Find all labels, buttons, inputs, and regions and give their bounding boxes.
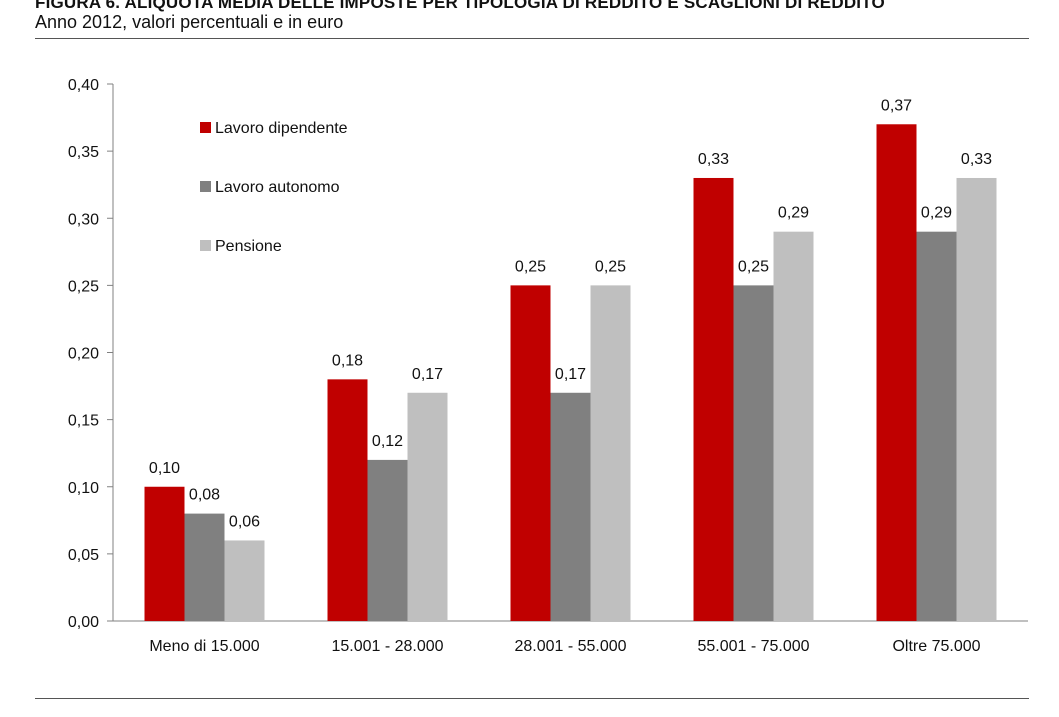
y-tick-label: 0,35 [68, 144, 99, 161]
data-label: 0,29 [778, 205, 809, 222]
y-tick-label: 0,40 [68, 77, 99, 94]
bar [590, 285, 631, 621]
data-labels: 0,10 0,08 0,06 0,18 0,12 0,17 0,25 0,17 0,25 0,33… [149, 97, 992, 530]
bar [510, 285, 551, 621]
data-label: 0,12 [372, 433, 403, 450]
data-label: 0,10 [149, 460, 180, 477]
chart-title: FIGURA 6. ALIQUOTA MEDIA DELLE IMPOSTE P… [35, 0, 885, 12]
legend-label: Pensione [215, 238, 282, 255]
y-tick-label: 0,10 [68, 480, 99, 497]
bar [693, 177, 734, 621]
x-tick-label: 55.001 - 75.000 [697, 638, 809, 655]
x-tick-label: Meno di 15.000 [149, 638, 259, 655]
y-tick-label: 0,00 [68, 614, 99, 631]
data-label: 0,17 [412, 366, 443, 383]
data-label: 0,06 [229, 513, 260, 530]
y-tick-label: 0,15 [68, 413, 99, 430]
top-divider [35, 38, 1029, 39]
y-tick-label: 0,20 [68, 346, 99, 363]
legend-swatch [200, 240, 211, 251]
bar [876, 124, 917, 622]
data-label: 0,33 [698, 151, 729, 168]
bottom-divider [35, 698, 1029, 699]
legend: Lavoro dipendente Lavoro autonomo Pensione [200, 120, 348, 255]
bar [956, 177, 997, 621]
chart-subtitle: Anno 2012, valori percentuali e in euro [35, 12, 344, 32]
y-tick-label: 0,30 [68, 211, 99, 228]
bar [916, 231, 957, 622]
x-tick-label: 28.001 - 55.000 [514, 638, 626, 655]
bar [327, 379, 368, 621]
bar [367, 459, 408, 621]
data-label: 0,29 [921, 205, 952, 222]
legend-swatch [200, 181, 211, 192]
legend-label: Lavoro autonomo [215, 179, 340, 196]
bar [550, 392, 591, 621]
legend-swatch [200, 122, 211, 133]
x-tick-label: Oltre 75.000 [892, 638, 980, 655]
bar [224, 540, 265, 621]
legend-label: Lavoro dipendente [215, 120, 348, 137]
data-label: 0,08 [189, 487, 220, 504]
data-label: 0,25 [595, 258, 626, 275]
data-label: 0,18 [332, 352, 363, 369]
data-label: 0,37 [881, 97, 912, 114]
data-label: 0,25 [738, 258, 769, 275]
bar [407, 392, 448, 621]
data-label: 0,25 [515, 258, 546, 275]
y-tick-label: 0,25 [68, 278, 99, 295]
x-tick-label: 15.001 - 28.000 [331, 638, 443, 655]
bar [733, 285, 774, 621]
y-axis: 0,00 0,05 0,10 0,15 0,20 0,25 0,30 0,35 0,40 [68, 77, 114, 631]
bar [144, 486, 185, 621]
bar-series [144, 124, 997, 622]
x-axis: Meno di 15.000 15.001 - 28.000 28.001 - 55… [113, 620, 1028, 655]
data-label: 0,33 [961, 151, 992, 168]
bar [184, 513, 225, 621]
data-label: 0,17 [555, 366, 586, 383]
y-tick-label: 0,05 [68, 547, 99, 564]
bar [773, 231, 814, 622]
